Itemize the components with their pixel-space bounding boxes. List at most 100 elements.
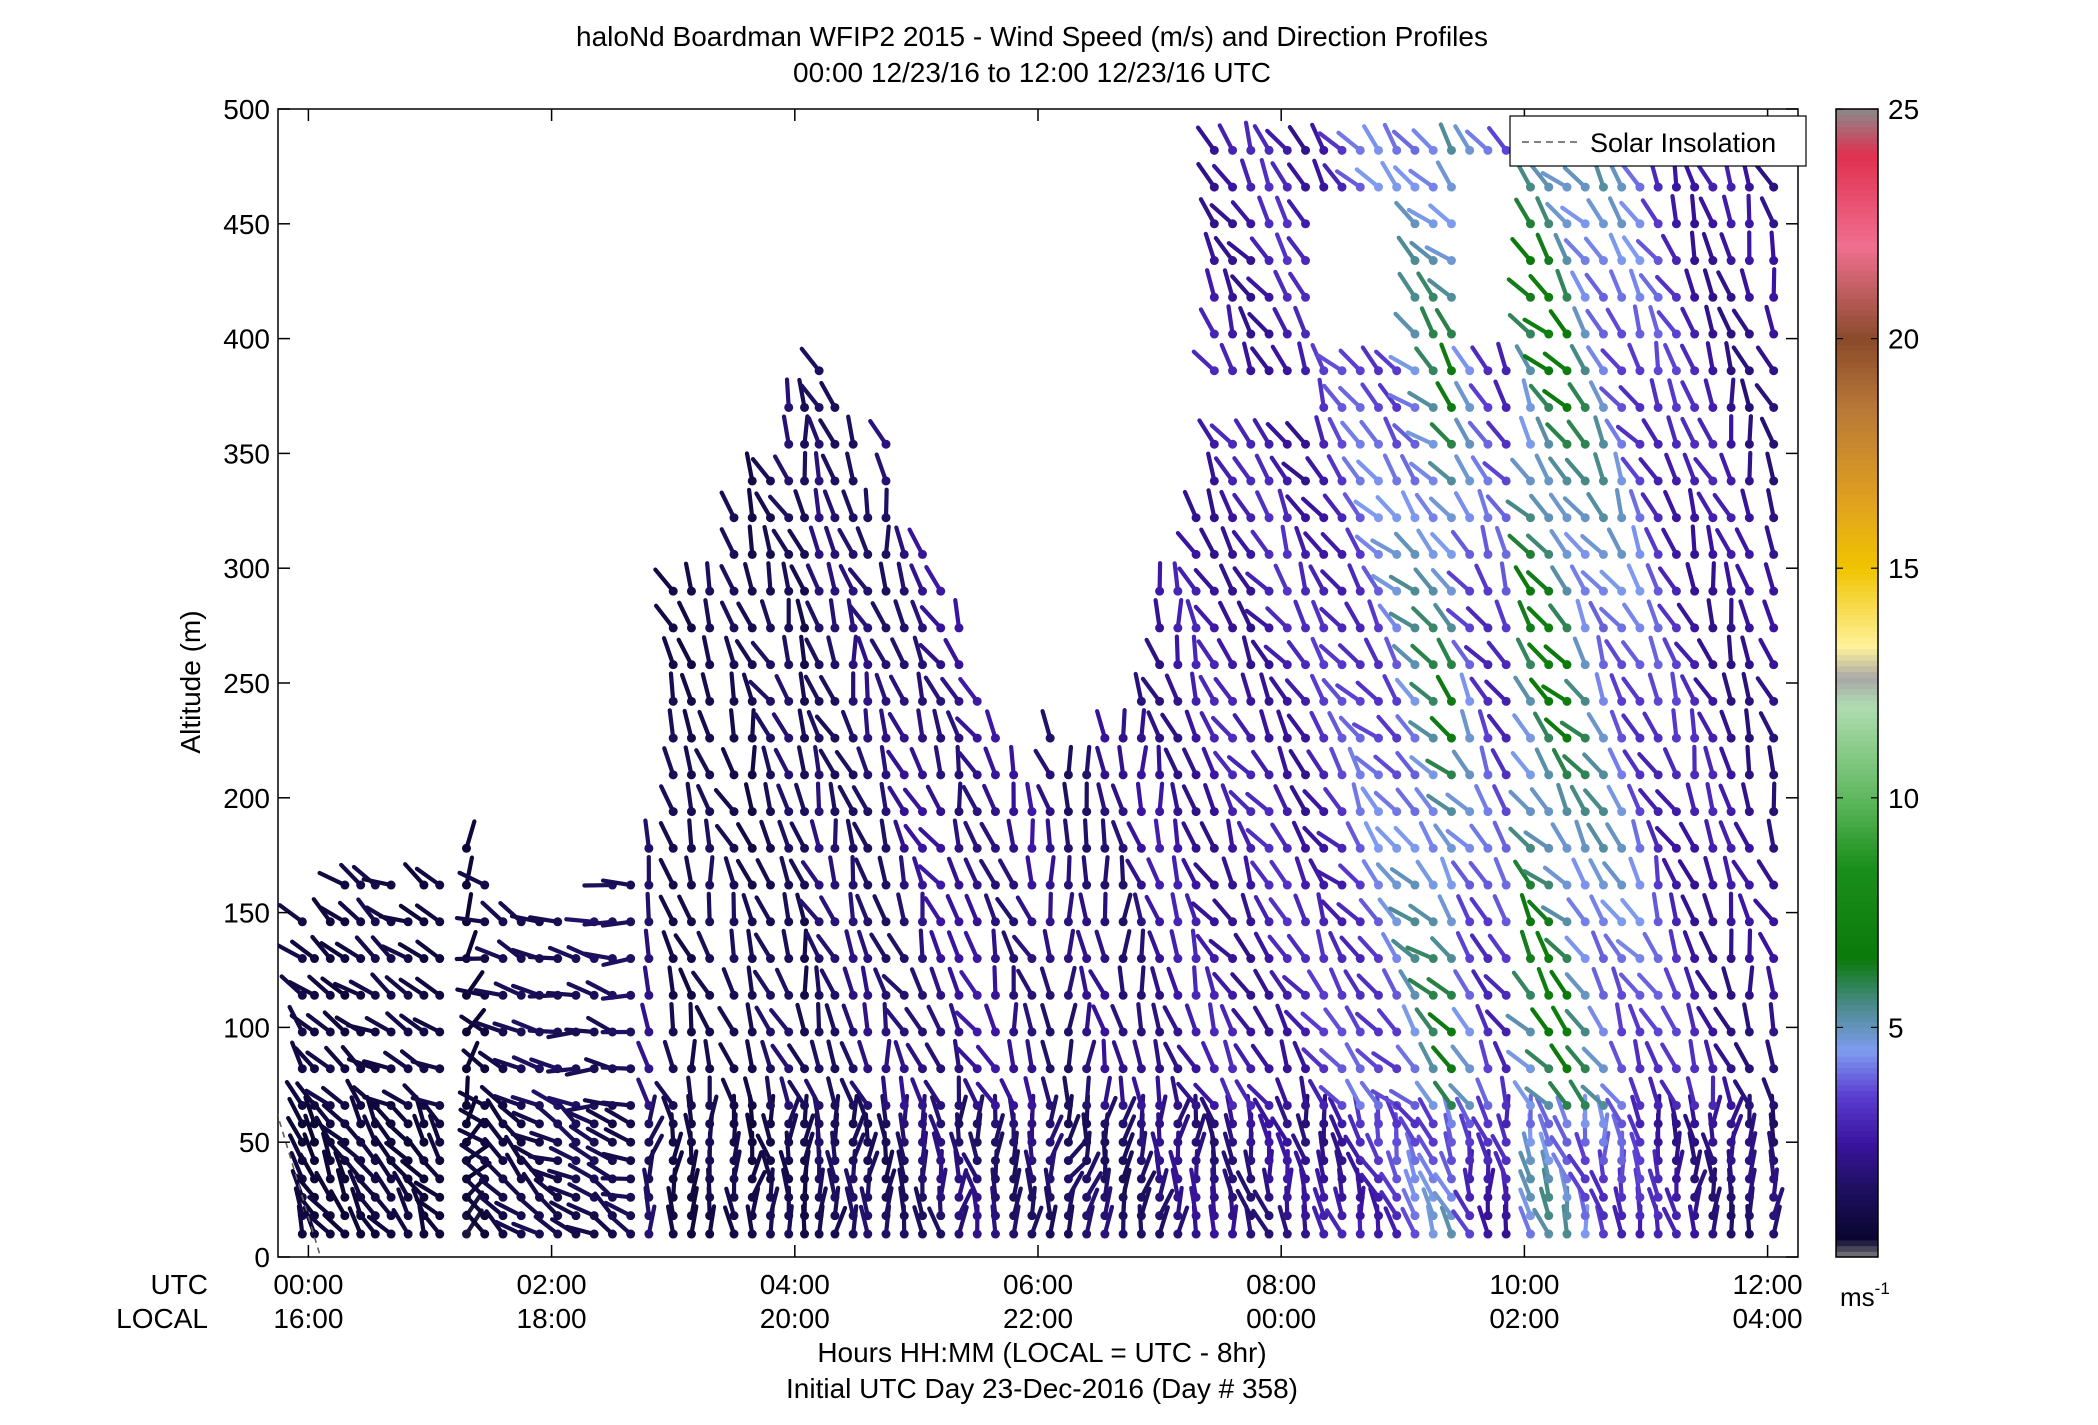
- wind-barb-point: [1155, 1211, 1165, 1221]
- wind-barb: [455, 987, 487, 998]
- wind-barb-point: [1337, 1100, 1347, 1110]
- wind-barb: [1132, 892, 1144, 924]
- wind-barb: [1285, 1167, 1294, 1200]
- wind-barb: [1626, 783, 1643, 814]
- wind-barb: [771, 712, 791, 741]
- wind-barb-point: [1027, 1211, 1037, 1221]
- wind-barb-point: [1410, 586, 1420, 596]
- colorbar-segment: [1836, 866, 1878, 874]
- wind-barb: [1454, 1096, 1472, 1126]
- wind-barb-point: [830, 1100, 840, 1110]
- wind-barb-point: [668, 586, 678, 596]
- wind-barb-point: [1428, 513, 1438, 523]
- wind-barb-point: [1653, 990, 1663, 1000]
- wind-barb-point: [1410, 549, 1420, 559]
- wind-barb-point: [972, 1100, 982, 1110]
- wind-barb-point: [1744, 733, 1754, 743]
- wind-barb-point: [1209, 880, 1219, 890]
- wind-barb-point: [1544, 1100, 1554, 1110]
- wind-barb: [1467, 420, 1491, 447]
- wind-barb-point: [1246, 770, 1256, 780]
- wind-barb-point: [1483, 1211, 1493, 1221]
- wind-barb-point: [1209, 1211, 1219, 1221]
- wind-barb: [420, 1099, 442, 1126]
- wind-barb-point: [1501, 1137, 1511, 1147]
- wind-barb: [1563, 531, 1588, 557]
- wind-barb-point: [1337, 439, 1347, 449]
- wind-barb-point: [1428, 402, 1438, 412]
- wind-barb-point: [1726, 623, 1736, 633]
- wind-barb-point: [1580, 1174, 1590, 1184]
- wind-barb: [1515, 637, 1533, 667]
- colorbar-segment: [1836, 918, 1878, 925]
- colorbar-segment: [1836, 1061, 1878, 1069]
- wind-barb: [879, 745, 889, 777]
- wind-barb-point: [1173, 1192, 1183, 1202]
- wind-barb-point: [498, 1156, 508, 1166]
- wind-barb-point: [370, 954, 380, 964]
- colorbar-segment: [1836, 1199, 1878, 1206]
- wind-barb: [1191, 349, 1217, 373]
- wind-barb-point: [403, 954, 413, 964]
- wind-barb: [1642, 931, 1661, 961]
- wind-barb: [1512, 1080, 1533, 1108]
- wind-barb-point: [1525, 1137, 1535, 1147]
- wind-barb-point: [705, 1119, 715, 1129]
- wind-barb-point: [1446, 660, 1456, 670]
- wind-barb: [683, 561, 694, 594]
- wind-barb: [1153, 598, 1162, 630]
- wind-barb: [1191, 634, 1199, 667]
- wind-barb: [1079, 965, 1089, 998]
- wind-barb-point: [1690, 696, 1700, 706]
- wind-barb-point: [1045, 1192, 1055, 1202]
- wind-barb: [1586, 198, 1606, 226]
- wind-barb: [1674, 641, 1697, 667]
- wind-barb: [600, 919, 633, 928]
- wind-barb: [1078, 892, 1089, 924]
- wind-barb: [1398, 969, 1418, 998]
- wind-barb: [1384, 636, 1399, 667]
- wind-barb: [689, 1149, 699, 1182]
- wind-barb-point: [1653, 329, 1663, 339]
- wind-barb-point: [1598, 366, 1608, 376]
- wind-barb: [1506, 277, 1533, 300]
- wind-barb-point: [1525, 1119, 1535, 1129]
- wind-barb-point: [1228, 292, 1238, 302]
- wind-barb-point: [1209, 623, 1219, 633]
- wind-barb-point: [1319, 733, 1329, 743]
- wind-barb: [1615, 939, 1643, 961]
- wind-barb-point: [917, 1137, 927, 1147]
- wind-barb-point: [784, 770, 794, 780]
- wind-barb-point: [747, 476, 757, 486]
- wind-barb-point: [1246, 182, 1256, 192]
- wind-barb: [1716, 270, 1734, 300]
- wind-barb: [745, 1112, 755, 1145]
- wind-barb-point: [386, 1229, 396, 1239]
- wind-barb: [779, 855, 791, 888]
- wind-barb: [668, 671, 676, 704]
- wind-barb-point: [340, 1174, 350, 1184]
- wind-barb: [1596, 634, 1606, 667]
- wind-barb: [1012, 934, 1035, 961]
- wind-barb: [1151, 1002, 1162, 1035]
- colorbar-segment: [1836, 539, 1878, 546]
- wind-barb: [1175, 1114, 1191, 1145]
- wind-barb-point: [814, 1192, 824, 1202]
- wind-barb-point: [936, 990, 946, 1000]
- wind-barb: [753, 932, 773, 961]
- wind-barb: [983, 893, 998, 924]
- colorbar-segment: [1836, 332, 1878, 340]
- wind-barb-point: [1690, 513, 1700, 523]
- wind-barb: [873, 967, 889, 998]
- wind-barb-point: [1769, 1156, 1779, 1166]
- wind-barb-point: [800, 880, 810, 890]
- wind-barb: [1319, 1047, 1345, 1071]
- wind-barb: [642, 1167, 651, 1200]
- wind-barb: [1243, 1149, 1253, 1182]
- wind-barb-point: [1246, 807, 1256, 817]
- wind-barb: [918, 928, 925, 961]
- wind-barb-point: [1428, 1211, 1438, 1221]
- wind-barb: [1220, 526, 1235, 557]
- wind-barb-point: [1264, 917, 1274, 927]
- wind-barb: [412, 1113, 427, 1145]
